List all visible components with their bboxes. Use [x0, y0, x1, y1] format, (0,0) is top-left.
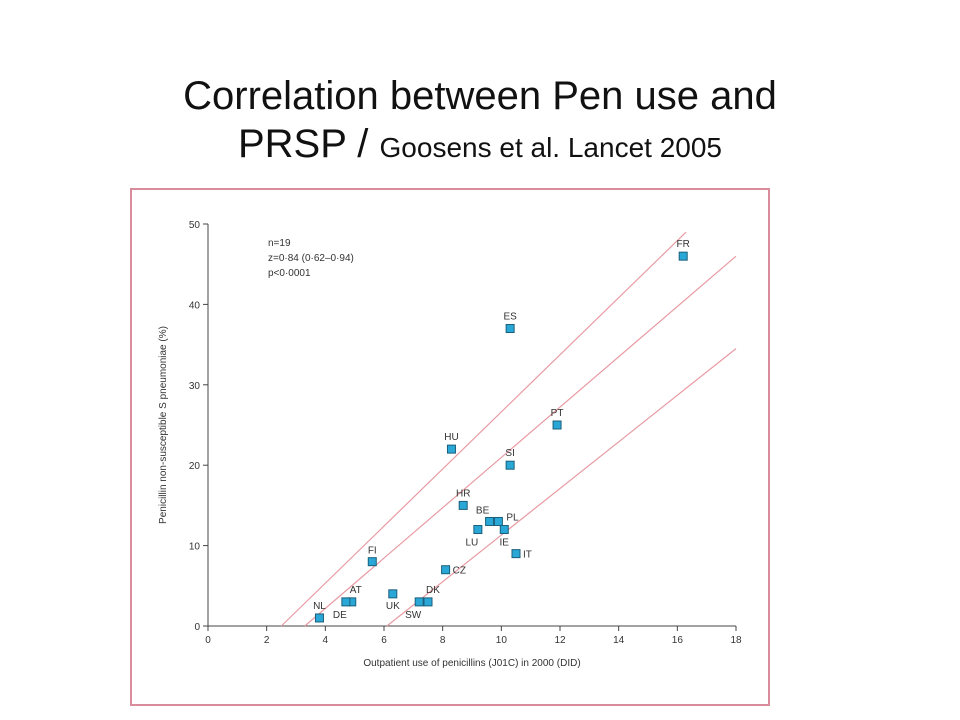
regression-line-fit: [304, 255, 737, 627]
data-point-uk: [388, 589, 398, 599]
point-label-uk: UK: [386, 601, 400, 612]
x-axis-label: Outpatient use of penicillins (J01C) in …: [363, 658, 580, 669]
title-line-2: PRSP / Goosens et al. Lancet 2005: [0, 120, 960, 168]
x-tick-label: 16: [672, 635, 684, 646]
point-label-it: IT: [523, 550, 532, 561]
data-point-pt: [552, 420, 562, 430]
point-label-sw: SW: [405, 610, 422, 621]
point-label-fr: FR: [677, 239, 690, 250]
data-point-fi: [367, 557, 377, 567]
data-point-de: [341, 597, 351, 607]
slide-title: Correlation between Pen use and PRSP / G…: [0, 72, 960, 168]
data-point-ie: [499, 525, 509, 535]
scatter-chart: 0 2 4 6 8 10 12 14 16 18 0 10 20 30 40 50 Outpatient use…: [158, 220, 742, 669]
figure-panel: 0 2 4 6 8 10 12 14 16 18 0 10 20 30 40 50 Outpatient use…: [130, 188, 770, 706]
data-point-hu: [446, 444, 456, 454]
data-point-pl: [493, 516, 503, 526]
data-point-cz: [441, 565, 451, 575]
point-label-at: AT: [350, 585, 362, 596]
x-tick-label: 10: [496, 635, 508, 646]
point-label-be: BE: [476, 505, 490, 516]
title-line-1: Correlation between Pen use and: [183, 74, 777, 118]
regression-line-upper-ci: [280, 231, 687, 627]
data-point-be: [485, 516, 495, 526]
data-point-nl: [314, 613, 324, 623]
data-point-sw: [414, 597, 424, 607]
data-point-lu: [473, 525, 483, 535]
y-tick-label: 20: [189, 461, 201, 472]
point-label-cz: CZ: [453, 566, 466, 577]
data-point-it: [511, 549, 521, 559]
point-label-hr: HR: [456, 488, 470, 499]
y-tick-label: 50: [189, 220, 201, 231]
title-citation: Goosens et al. Lancet 2005: [379, 132, 722, 163]
x-tick-label: 4: [323, 635, 329, 646]
x-tick-label: 2: [264, 635, 270, 646]
y-tick-label: 0: [194, 622, 200, 633]
point-label-de: DE: [333, 610, 347, 621]
y-tick-label: 40: [189, 300, 201, 311]
x-tick-label: 6: [381, 635, 387, 646]
x-tick-label: 8: [440, 635, 446, 646]
point-label-es: ES: [503, 312, 517, 323]
x-tick-label: 12: [554, 635, 566, 646]
point-label-fi: FI: [368, 546, 377, 557]
y-tick-label: 10: [189, 542, 201, 553]
regression-line-lower-ci: [386, 348, 737, 627]
x-tick-label: 14: [613, 635, 625, 646]
point-label-hu: HU: [444, 432, 458, 443]
y-tick-label: 30: [189, 381, 201, 392]
stat-annotation: p<0·0001: [268, 268, 311, 279]
data-point-fr: [678, 251, 688, 261]
data-point-si: [505, 460, 515, 470]
data-point-es: [505, 324, 515, 334]
x-tick-label: 18: [730, 635, 742, 646]
title-line-2-main: PRSP /: [237, 122, 380, 166]
point-label-ie: IE: [500, 538, 510, 549]
point-label-pt: PT: [551, 408, 564, 419]
y-axis-label: Penicillin non-susceptible S pneumoniae …: [158, 326, 169, 524]
data-point-hr: [458, 500, 468, 510]
stat-annotation: z=0·84 (0·62–0·94): [268, 253, 354, 264]
point-label-nl: NL: [313, 601, 326, 612]
point-label-dk: DK: [426, 585, 440, 596]
point-label-lu: LU: [465, 538, 478, 549]
point-label-pl: PL: [506, 512, 519, 523]
stat-annotation: n=19: [268, 238, 291, 249]
data-point-dk: [423, 597, 433, 607]
x-tick-label: 0: [205, 635, 211, 646]
point-label-si: SI: [505, 448, 514, 459]
